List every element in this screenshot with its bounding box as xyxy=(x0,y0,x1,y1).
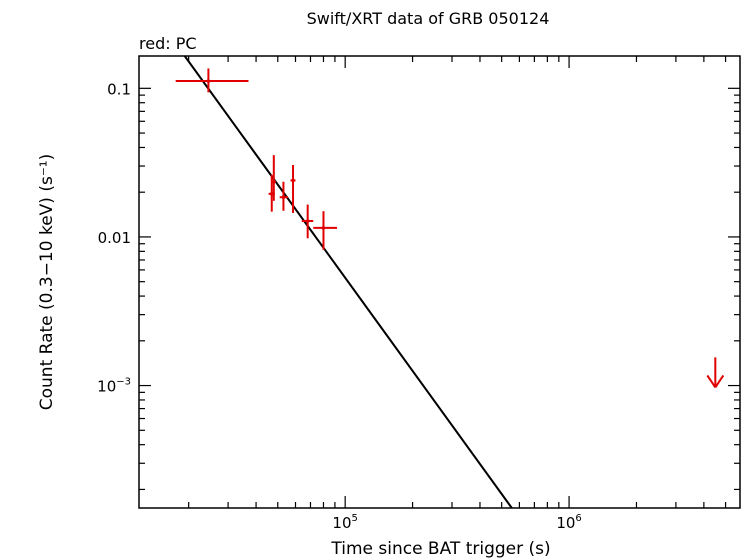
point-marker xyxy=(206,79,211,83)
data-point xyxy=(271,155,276,201)
data-points xyxy=(175,68,725,388)
x-tick-label: 106 xyxy=(556,513,581,532)
y-axis-label: Count Rate (0.3−10 keV) (s⁻¹) xyxy=(37,154,57,411)
y-tick-label: 0.1 xyxy=(107,80,131,98)
model-line xyxy=(183,55,513,509)
data-point xyxy=(313,211,338,250)
legend-label: red: PC xyxy=(139,34,197,53)
data-point xyxy=(290,164,296,213)
plot-frame xyxy=(138,55,741,509)
data-point xyxy=(301,204,314,239)
model-fit xyxy=(183,55,513,509)
data-point xyxy=(175,68,249,93)
upper-limit-arrow-left xyxy=(706,374,717,388)
point-marker xyxy=(321,226,326,230)
x-axis-label: Time since BAT trigger (s) xyxy=(330,539,550,558)
axis-ticks: 105 106 0.1 0.01 10−3 xyxy=(97,56,740,532)
data-point xyxy=(279,181,288,211)
chart-title: Swift/XRT data of GRB 050124 xyxy=(307,9,550,28)
point-marker xyxy=(269,192,274,196)
y-tick-label: 0.01 xyxy=(98,229,131,247)
upper-limit xyxy=(706,357,725,388)
point-marker xyxy=(281,195,286,200)
point-marker xyxy=(305,219,310,223)
y-tick-label: 10−3 xyxy=(97,377,131,396)
upper-limit-arrow-right xyxy=(714,374,725,388)
point-marker xyxy=(272,179,276,184)
point-marker xyxy=(291,178,295,183)
x-tick-label: 105 xyxy=(332,513,357,532)
